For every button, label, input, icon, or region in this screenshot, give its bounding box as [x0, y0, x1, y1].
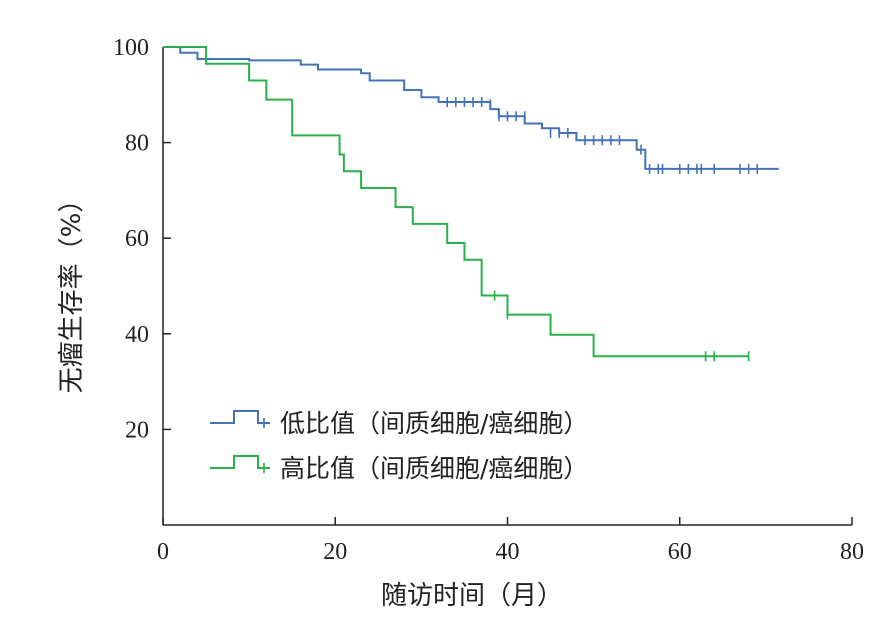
y-axis-ticks: 20 40 60 80 100: [113, 35, 171, 443]
x-tick-label: 40: [496, 539, 520, 565]
y-tick-label: 20: [125, 417, 149, 443]
legend-label-2: 高比值（间质细胞/癌细胞）: [280, 454, 588, 483]
x-tick-label: 0: [157, 539, 169, 565]
x-tick-label: 20: [323, 539, 347, 565]
y-axis-title: 无瘤生存率（%）: [57, 187, 87, 394]
series-2-line: [163, 46, 749, 358]
legend: 低比值（间质细胞/癌细胞） 高比值（间质细胞/癌细胞）: [210, 409, 588, 483]
x-axis-title: 随访时间（月）: [381, 581, 563, 611]
legend-label-1: 低比值（间质细胞/癌细胞）: [280, 409, 588, 438]
x-axis-ticks: 0 20 40 60 80: [157, 517, 864, 565]
y-tick-label: 60: [125, 226, 149, 252]
y-tick-label: 80: [125, 131, 149, 157]
y-tick-label: 40: [125, 322, 149, 348]
legend-swatch-2: [210, 455, 270, 469]
series-1-line: [163, 46, 779, 170]
x-tick-label: 80: [840, 539, 864, 565]
x-tick-label: 60: [668, 539, 692, 565]
y-tick-label: 100: [113, 35, 149, 61]
legend-swatch-1: [210, 410, 270, 424]
series-layer: [163, 46, 779, 362]
